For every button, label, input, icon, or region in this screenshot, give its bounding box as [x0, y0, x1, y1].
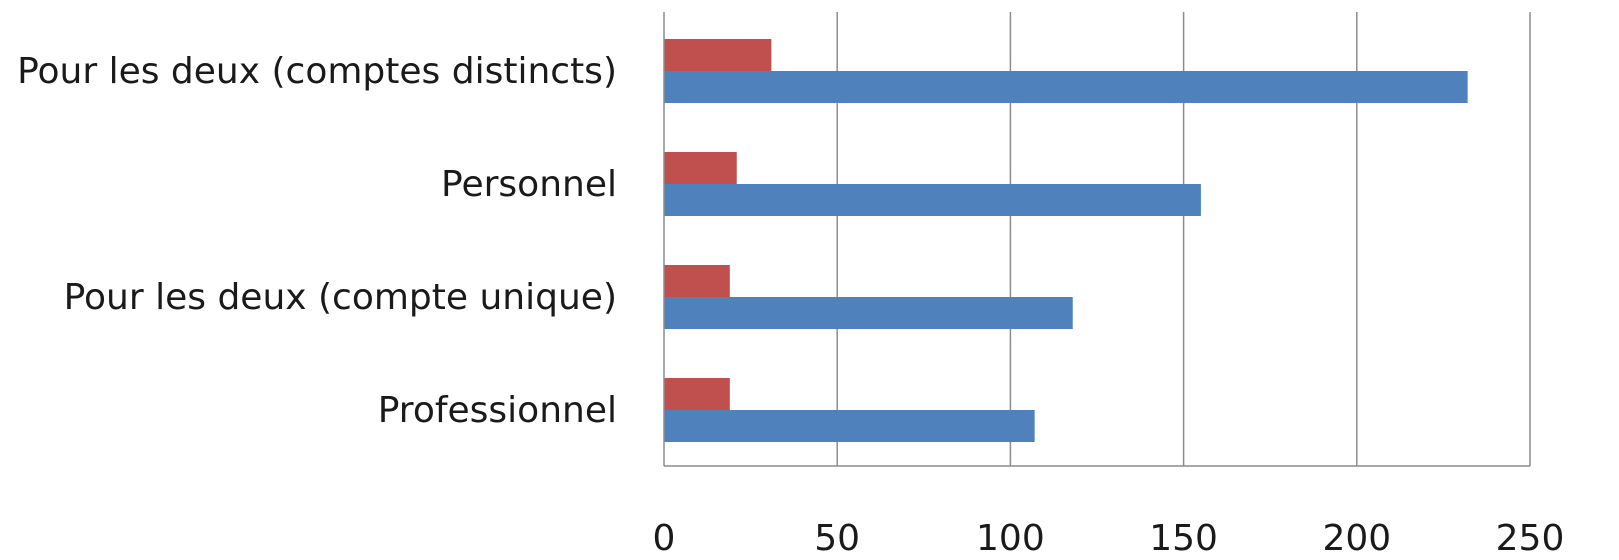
category-label-1: Personnel [441, 164, 617, 205]
category-label-3: Professionnel [378, 390, 617, 431]
axes [663, 12, 1530, 467]
bar-series-2-0 [664, 71, 1468, 103]
x-tick-label-50: 50 [814, 518, 860, 559]
bar-series-1-0 [664, 39, 772, 71]
category-label-2: Pour les deux (compte unique) [64, 277, 617, 318]
x-tick-label-200: 200 [1322, 518, 1391, 559]
x-tick-label-100: 100 [976, 518, 1045, 559]
category-labels: Pour les deux (comptes distincts) Personn… [17, 51, 617, 431]
x-tick-label-250: 250 [1496, 518, 1565, 559]
bar-series-1-1 [664, 152, 737, 184]
bar-series-2-2 [664, 297, 1073, 329]
bar-series-2-3 [664, 410, 1035, 442]
bar-series-1-3 [664, 378, 730, 410]
category-label-0: Pour les deux (comptes distincts) [17, 51, 617, 92]
x-tick-label-150: 150 [1149, 518, 1218, 559]
x-tick-label-0: 0 [653, 518, 676, 559]
bars [664, 39, 1468, 442]
bar-series-2-1 [664, 184, 1201, 216]
bar-series-1-2 [664, 265, 730, 297]
tick-labels: 0 50 100 150 200 250 [653, 518, 1565, 559]
